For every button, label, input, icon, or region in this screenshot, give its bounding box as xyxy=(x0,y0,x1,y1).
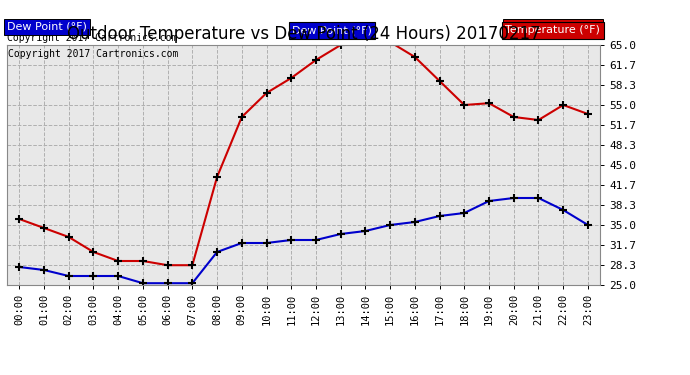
Text: Copyright 2017 Cartronics.com: Copyright 2017 Cartronics.com xyxy=(8,49,179,59)
Text: Dew Point (°F): Dew Point (°F) xyxy=(292,26,372,35)
Text: Temperature (°F): Temperature (°F) xyxy=(505,22,600,32)
Text: Copyright 2017 Cartronics.com: Copyright 2017 Cartronics.com xyxy=(7,33,177,43)
Text: Dew Point (°F): Dew Point (°F) xyxy=(7,22,87,32)
Text: Temperature (°F): Temperature (°F) xyxy=(505,26,600,35)
Title: Outdoor Temperature vs Dew Point (24 Hours) 20170217: Outdoor Temperature vs Dew Point (24 Hou… xyxy=(67,26,540,44)
